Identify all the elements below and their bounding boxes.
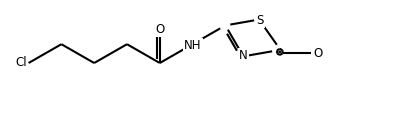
Text: O: O	[312, 47, 321, 60]
Text: Cl: Cl	[15, 56, 27, 70]
Text: S: S	[256, 14, 263, 27]
Text: N: N	[238, 49, 247, 62]
Text: O: O	[155, 23, 164, 36]
Text: NH: NH	[183, 39, 201, 52]
